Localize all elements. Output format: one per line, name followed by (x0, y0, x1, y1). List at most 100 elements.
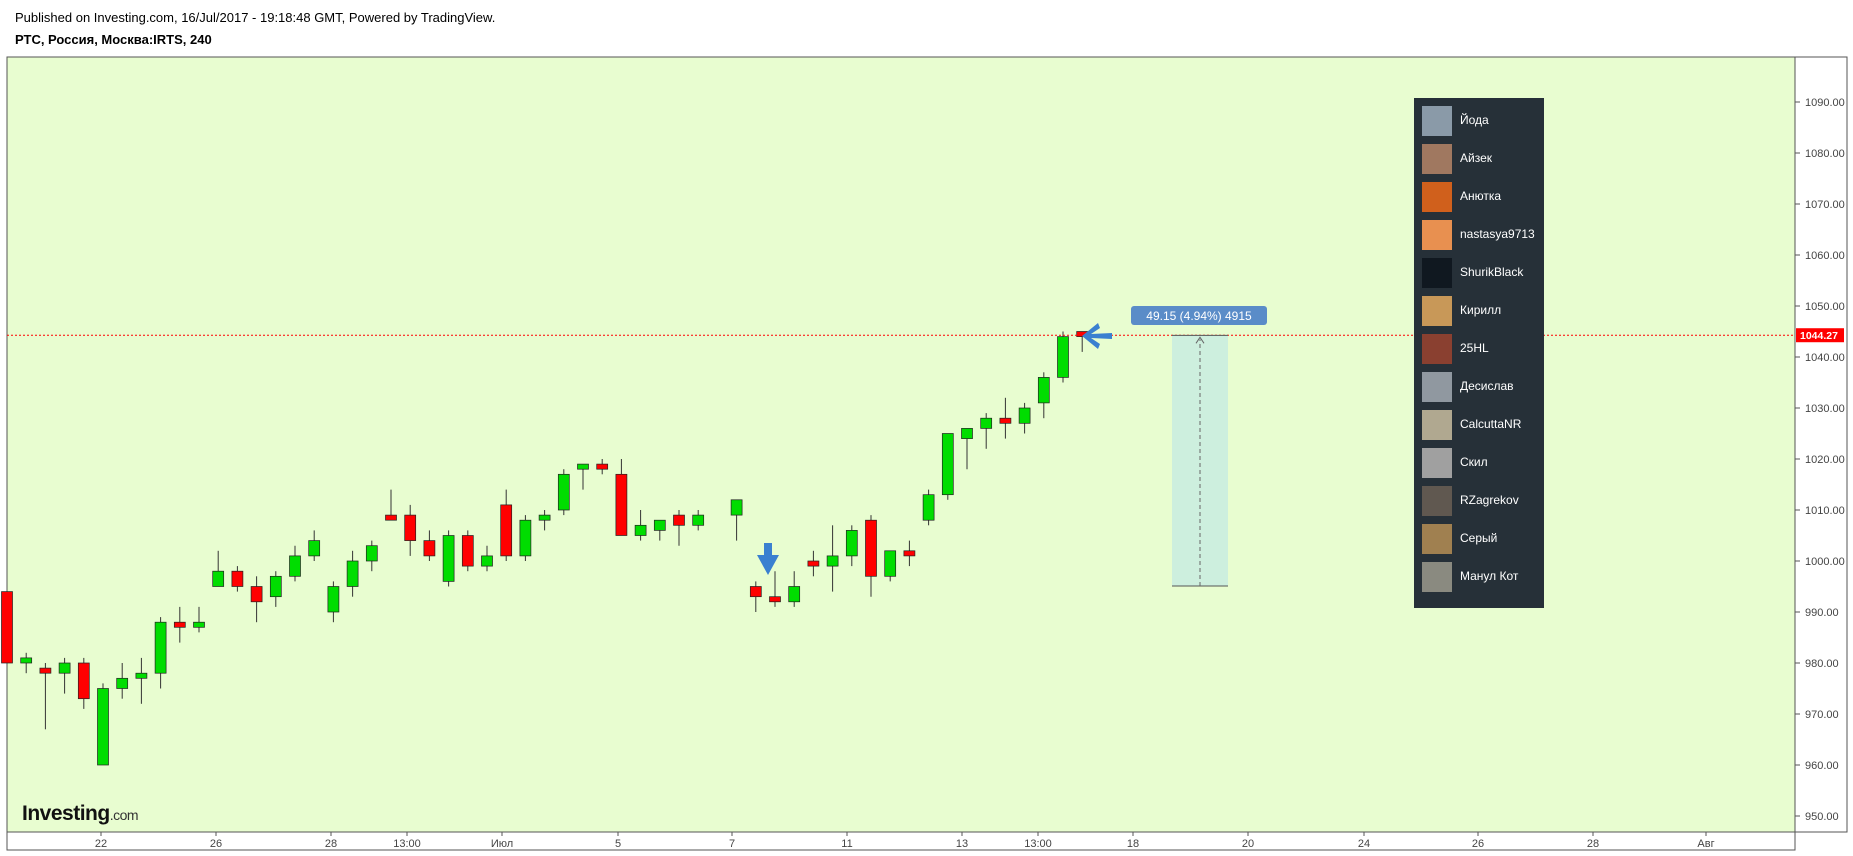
user-list-item[interactable]: 25HL (1422, 332, 1542, 364)
price-axis (1794, 56, 1848, 833)
user-list-item[interactable]: Серый (1422, 522, 1542, 554)
candle[interactable] (481, 555, 493, 567)
user-name: Кирилл (1460, 303, 1502, 317)
user-list-item[interactable]: Кирилл (1422, 294, 1542, 326)
user-list-item[interactable]: RZagrekov (1422, 484, 1542, 516)
candle[interactable] (807, 560, 820, 567)
candle[interactable] (1037, 377, 1050, 404)
candle[interactable] (500, 504, 513, 557)
candle[interactable] (634, 524, 647, 536)
candle[interactable] (961, 428, 973, 439)
price-tick-label: 1000.00 (1805, 556, 1845, 568)
candle[interactable] (39, 667, 52, 674)
time-tick-label: 5 (615, 838, 621, 850)
user-name: Йода (1460, 113, 1489, 127)
candle[interactable] (557, 473, 570, 511)
candle[interactable] (193, 621, 205, 628)
time-tick-label: 13 (956, 838, 968, 850)
candle[interactable] (116, 677, 129, 689)
candle[interactable] (135, 672, 148, 679)
candle[interactable] (519, 519, 532, 557)
user-name: Десислав (1460, 379, 1514, 393)
price-tick-label: 980.00 (1805, 658, 1839, 670)
candle[interactable] (903, 550, 916, 557)
candle[interactable] (442, 535, 455, 582)
arrow-down-icon (757, 543, 779, 575)
wolf-avatar (1422, 524, 1452, 554)
candle[interactable] (826, 555, 839, 567)
candle[interactable] (653, 519, 666, 531)
candle[interactable] (1018, 407, 1031, 424)
user-list-item[interactable]: Анютка (1422, 180, 1542, 212)
arrow-left-icon (1082, 323, 1112, 349)
candle[interactable] (77, 662, 90, 700)
user-name: nastasya9713 (1460, 227, 1535, 241)
user-list-item[interactable]: CalcuttaNR (1422, 408, 1542, 440)
candle[interactable] (673, 514, 685, 526)
candle[interactable] (173, 621, 186, 628)
time-tick-label: Авг (1697, 838, 1714, 850)
candle[interactable] (538, 514, 551, 521)
measure-range-box[interactable] (1172, 335, 1228, 586)
candle[interactable] (788, 586, 801, 603)
price-tick-label: 1050.00 (1805, 301, 1845, 313)
candle[interactable] (941, 433, 954, 496)
price-tick-label: 970.00 (1805, 709, 1839, 721)
candle[interactable] (385, 514, 397, 521)
portrait-avatar (1422, 486, 1452, 516)
user-list-item[interactable]: Айзек (1422, 142, 1542, 174)
candle[interactable] (154, 621, 167, 674)
candle[interactable] (365, 545, 378, 562)
candle[interactable] (289, 555, 301, 577)
user-list-item[interactable]: Манул Кот (1422, 560, 1542, 592)
cat-avatar (1422, 296, 1452, 326)
fox-avatar (1422, 182, 1452, 212)
user-list-item[interactable]: Йода (1422, 104, 1542, 136)
candle[interactable] (231, 570, 244, 587)
user-name: Серый (1460, 531, 1498, 545)
candle[interactable] (865, 519, 877, 577)
candle[interactable] (1, 591, 13, 664)
time-tick-label: 13:00 (393, 838, 421, 850)
candle[interactable] (596, 463, 609, 470)
price-tick-label: 1040.00 (1805, 352, 1845, 364)
candle[interactable] (615, 473, 628, 536)
price-tick-label: 1060.00 (1805, 250, 1845, 262)
user-name: 25HL (1460, 341, 1489, 355)
candle[interactable] (769, 596, 781, 603)
candle[interactable] (730, 499, 743, 516)
time-tick-label: 7 (729, 838, 735, 850)
last-price-badge (1796, 328, 1844, 343)
candle[interactable] (461, 535, 474, 567)
candle[interactable] (346, 560, 359, 587)
candle[interactable] (845, 530, 858, 557)
candle[interactable] (308, 540, 321, 557)
candle[interactable] (97, 688, 109, 766)
candle[interactable] (404, 514, 417, 541)
user-list-item[interactable]: Десислав (1422, 370, 1542, 402)
candle[interactable] (980, 417, 993, 429)
candle[interactable] (1057, 336, 1069, 378)
candle[interactable] (692, 514, 705, 526)
candle[interactable] (327, 586, 340, 613)
candle[interactable] (20, 657, 33, 664)
published-info: Published on Investing.com, 16/Jul/2017 … (15, 10, 496, 25)
time-tick-label: 11 (841, 838, 852, 850)
candle[interactable] (423, 540, 436, 557)
candle[interactable] (577, 463, 589, 470)
candle[interactable] (269, 575, 282, 598)
yoda-avatar (1422, 106, 1452, 136)
price-tick-label: 1070.00 (1805, 199, 1845, 211)
user-list-item[interactable]: Скил (1422, 446, 1542, 478)
price-tick-label: 1090.00 (1805, 97, 1845, 109)
candle[interactable] (749, 586, 762, 598)
candle[interactable] (58, 662, 71, 674)
candle[interactable] (922, 494, 935, 521)
user-list-item[interactable]: ShurikBlack (1422, 256, 1542, 288)
candle[interactable] (884, 550, 897, 577)
user-list-item[interactable]: nastasya9713 (1422, 218, 1542, 250)
candle[interactable] (212, 570, 225, 587)
candle[interactable] (999, 417, 1012, 424)
candle[interactable] (250, 586, 263, 603)
